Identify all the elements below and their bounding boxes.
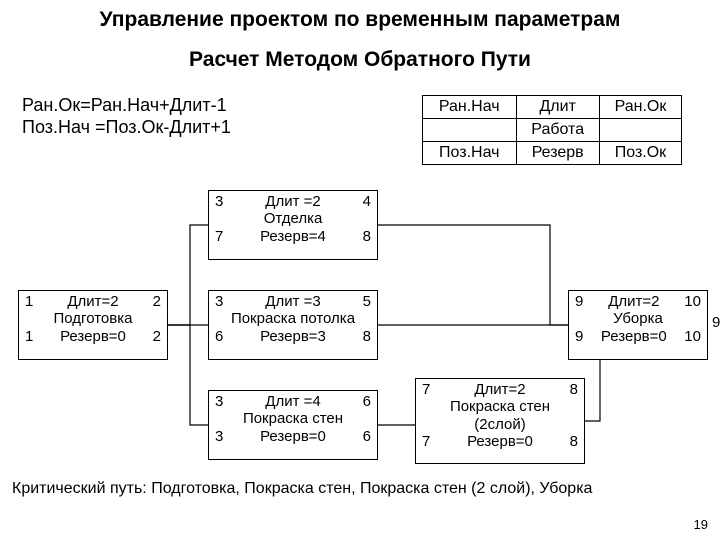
slide-subtitle: Расчет Методом Обратного Пути — [0, 48, 720, 72]
legend-cell — [599, 119, 681, 142]
activity-name: Уборка — [571, 310, 705, 327]
activity-name-2: (2слой) — [418, 416, 582, 433]
edge — [168, 225, 208, 325]
legend-cell: Ран.Ок — [599, 96, 681, 119]
legend-cell: Резерв — [516, 142, 599, 165]
activity-name: Подготовка — [21, 310, 165, 327]
ls: 9 — [575, 328, 583, 345]
activity-node: 1 Длит=2 2Подготовка1 Резерв=0 2 — [18, 290, 168, 360]
es: 9 — [575, 293, 583, 310]
page-number: 19 — [694, 517, 708, 532]
lf: 6 — [363, 428, 371, 445]
lf: 8 — [363, 228, 371, 245]
formula-block: Ран.Ок=Ран.Нач+Длит-1 Поз.Нач =Поз.Ок-Дл… — [22, 95, 231, 138]
ef: 4 — [363, 193, 371, 210]
activity-name: Покраска стен — [418, 398, 582, 415]
ls: 6 — [215, 328, 223, 345]
legend-cell: Длит — [516, 96, 599, 119]
lf: 2 — [153, 328, 161, 345]
activity-node: 3 Длит =4 6Покраска стен3 Резерв=0 6 — [208, 390, 378, 460]
activity-name: Покраска потолка — [211, 310, 375, 327]
lf: 10 — [684, 328, 701, 345]
formula-line-1: Ран.Ок=Ран.Нач+Длит-1 — [22, 95, 231, 117]
activity-name: Отделка — [211, 210, 375, 227]
es: 3 — [215, 193, 223, 210]
legend-cell: Работа — [516, 119, 599, 142]
es: 3 — [215, 393, 223, 410]
legend-cell: Поз.Ок — [599, 142, 681, 165]
es: 1 — [25, 293, 33, 310]
edge — [168, 325, 208, 425]
slide-title: Управление проектом по временным парамет… — [0, 8, 720, 32]
activity-node: 3 Длит =2 4Отделка7 Резерв=4 8 — [208, 190, 378, 260]
res: Резерв=4 — [260, 228, 326, 245]
formula-line-2: Поз.Нач =Поз.Ок-Длит+1 — [22, 117, 231, 139]
dur: Длит =2 — [265, 193, 320, 210]
activity-node: 3 Длит =3 5Покраска потолка6 Резерв=3 8 — [208, 290, 378, 360]
legend-cell: Ран.Нач — [423, 96, 517, 119]
ls: 7 — [215, 228, 223, 245]
ef: 6 — [363, 393, 371, 410]
legend-cell — [423, 119, 517, 142]
activity-node: 7Длит=28Покраска стен(2слой)7Резерв=08 — [415, 378, 585, 464]
activity-node: 9 Длит=2 10Уборка9 Резерв=0 10 — [568, 290, 708, 360]
legend-box: Ран.Нач Длит Ран.Ок Работа Поз.Нач Резер… — [422, 95, 682, 165]
res: Резерв=0 — [601, 328, 667, 345]
res: Резерв=0 — [467, 433, 533, 450]
es: 7 — [422, 381, 430, 398]
dur: Длит=2 — [67, 293, 118, 310]
ef: 8 — [570, 381, 578, 398]
res: Резерв=0 — [60, 328, 126, 345]
lf: 8 — [363, 328, 371, 345]
ef: 2 — [153, 293, 161, 310]
slide: Управление проектом по временным парамет… — [0, 0, 720, 540]
lf: 8 — [570, 433, 578, 450]
legend-cell: Поз.Нач — [423, 142, 517, 165]
critical-path-text: Критический путь: Подготовка, Покраска с… — [12, 480, 712, 498]
extra-value: 9 — [712, 314, 720, 331]
ef: 10 — [684, 293, 701, 310]
edge — [378, 225, 568, 325]
dur: Длит =4 — [265, 393, 320, 410]
ls: 3 — [215, 428, 223, 445]
es: 3 — [215, 293, 223, 310]
activity-name: Покраска стен — [211, 410, 375, 427]
dur: Длит =3 — [265, 293, 320, 310]
ef: 5 — [363, 293, 371, 310]
res: Резерв=0 — [260, 428, 326, 445]
dur: Длит=2 — [474, 381, 525, 398]
ls: 1 — [25, 328, 33, 345]
ls: 7 — [422, 433, 430, 450]
res: Резерв=3 — [260, 328, 326, 345]
dur: Длит=2 — [608, 293, 659, 310]
